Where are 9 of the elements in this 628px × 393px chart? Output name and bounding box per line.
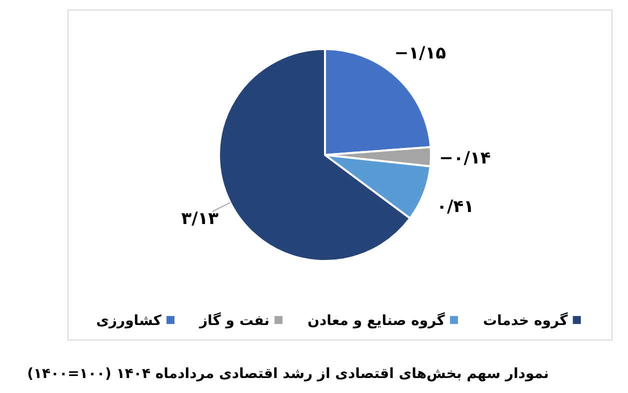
- data-label: ۳/۱۳: [181, 208, 220, 229]
- legend-label: گروه صنایع و معادن: [308, 312, 446, 329]
- legend-label: گروه خدمات: [482, 312, 569, 329]
- data-label: −۰/۱۴: [439, 148, 491, 168]
- legend-label: نفت و گاز: [198, 312, 270, 329]
- text: نمودار سهم بخش‌های اقتصادی از رشد اقتصادی مردادماه ۱۴۰۴ (۱۰۰=۱۴۰۰): [27, 366, 549, 382]
- legend-label: کشاورزی: [96, 313, 162, 329]
- data-label: ۰/۴۱: [436, 197, 474, 218]
- data-label: −۱/۱۵: [394, 43, 446, 64]
